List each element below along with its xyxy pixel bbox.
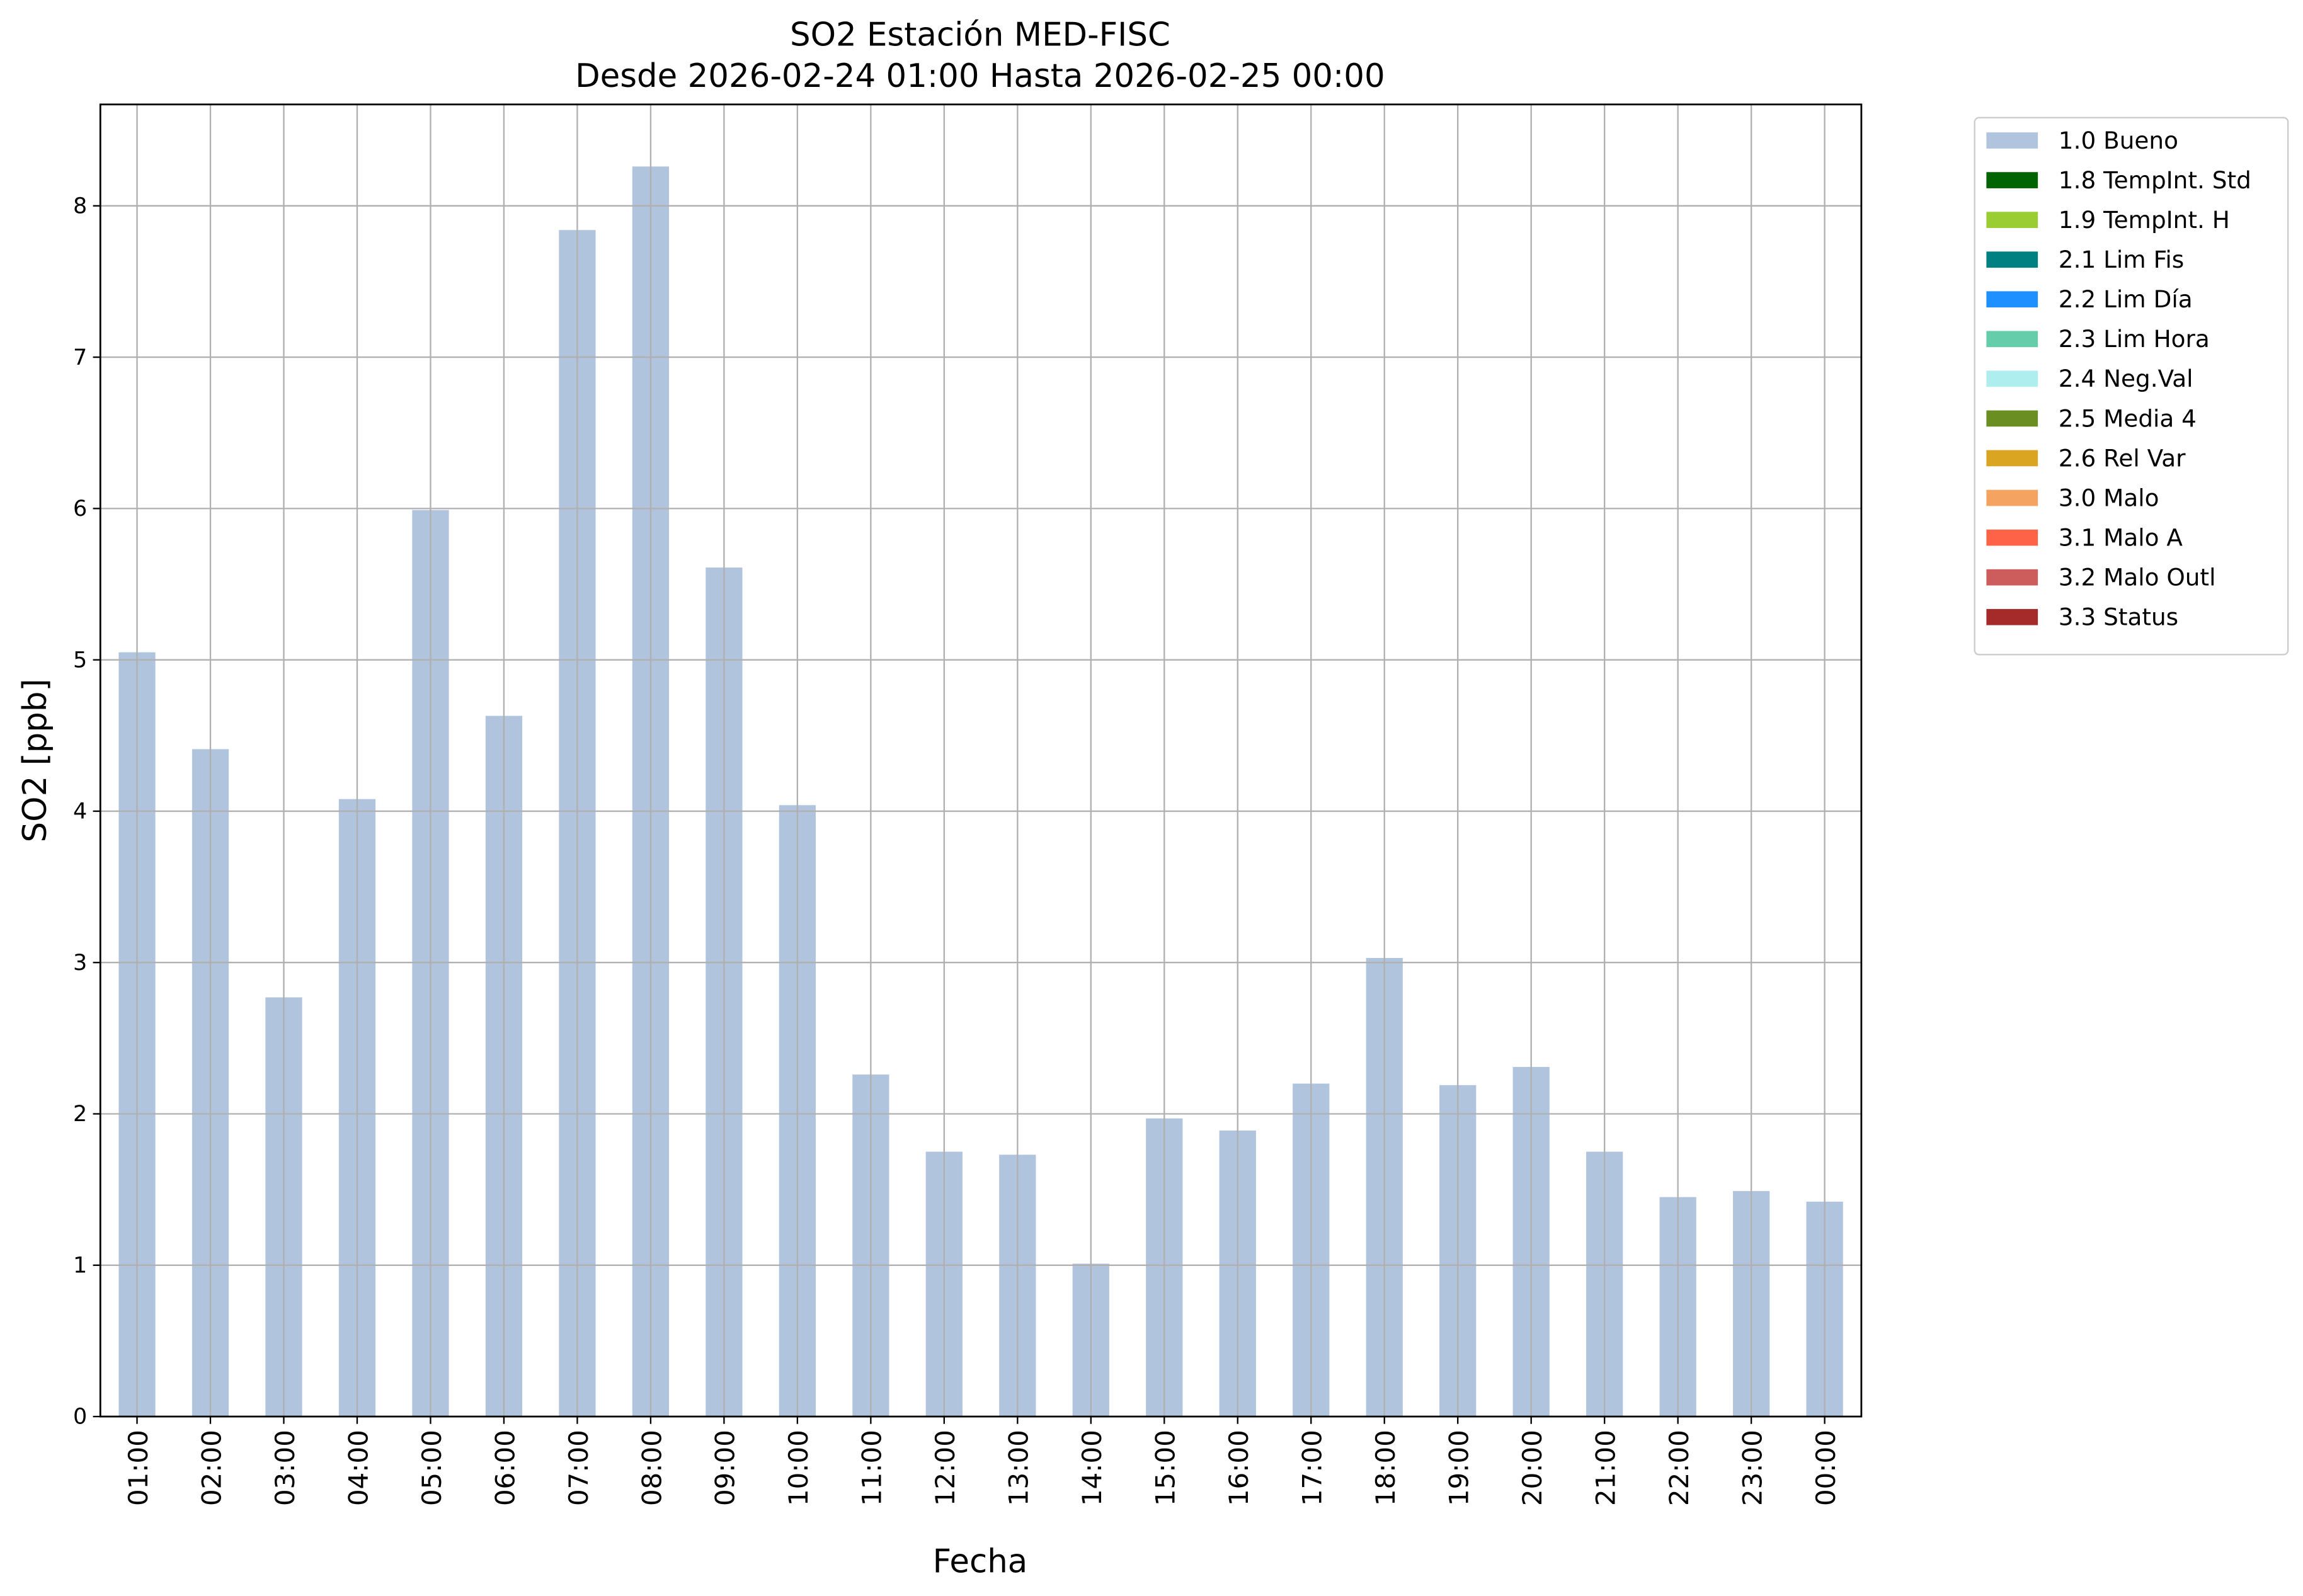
x-tick-label: 20:00 — [1517, 1430, 1548, 1506]
legend-swatch — [1986, 331, 2038, 348]
x-tick-label: 00:00 — [1810, 1430, 1841, 1506]
legend-label: 3.3 Status — [2059, 603, 2178, 631]
legend-swatch — [1986, 450, 2038, 467]
legend-swatch — [1986, 132, 2038, 149]
x-tick-label: 22:00 — [1664, 1430, 1694, 1506]
x-tick-label: 17:00 — [1297, 1430, 1328, 1506]
y-axis-label: SO2 [ppb] — [16, 678, 54, 842]
legend-swatch — [1986, 291, 2038, 308]
legend-label: 3.1 Malo A — [2059, 523, 2183, 551]
legend-label: 1.9 TempInt. H — [2059, 206, 2230, 234]
legend-swatch — [1986, 251, 2038, 268]
y-tick-label: 0 — [73, 1404, 87, 1430]
x-tick-label: 23:00 — [1737, 1430, 1768, 1506]
plot-frame — [99, 103, 1863, 1418]
y-tick-label: 1 — [73, 1252, 87, 1278]
legend-label: 3.0 Malo — [2059, 484, 2159, 511]
x-tick-label: 05:00 — [416, 1430, 447, 1506]
y-tick-label: 7 — [73, 345, 87, 370]
legend-label: 2.3 Lim Hora — [2059, 325, 2210, 353]
x-tick-label: 19:00 — [1444, 1430, 1475, 1506]
x-tick-label: 04:00 — [343, 1430, 374, 1506]
legend-box — [1974, 117, 2289, 656]
y-tick-label: 5 — [73, 647, 87, 673]
y-tick-label: 4 — [73, 799, 87, 824]
x-tick-label: 10:00 — [783, 1430, 814, 1506]
legend-swatch — [1986, 569, 2038, 586]
x-tick-label: 12:00 — [930, 1430, 961, 1506]
legend-swatch — [1986, 370, 2038, 387]
x-tick-label: 13:00 — [1003, 1430, 1034, 1506]
legend-label: 2.1 Lim Fis — [2059, 246, 2184, 273]
x-tick-label: 06:00 — [489, 1430, 520, 1506]
x-tick-label: 01:00 — [123, 1430, 154, 1506]
legend-label: 1.8 TempInt. Std — [2059, 166, 2251, 194]
legend-swatch — [1986, 489, 2038, 506]
chart-subtitle: Desde 2026-02-24 01:00 Hasta 2026-02-25 … — [575, 57, 1385, 95]
x-tick-label: 03:00 — [270, 1430, 300, 1506]
legend-swatch — [1986, 212, 2038, 228]
legend-swatch — [1986, 608, 2038, 625]
x-tick-label: 07:00 — [563, 1430, 594, 1506]
chart-title: SO2 Estación MED-FISC — [790, 16, 1170, 54]
x-tick-label: 08:00 — [636, 1430, 667, 1506]
x-tick-label: 11:00 — [857, 1430, 888, 1506]
legend-label: 2.6 Rel Var — [2059, 444, 2186, 472]
x-tick-label: 18:00 — [1370, 1430, 1401, 1506]
x-tick-label: 21:00 — [1591, 1430, 1621, 1506]
x-tick-label: 09:00 — [710, 1430, 741, 1506]
legend-swatch — [1986, 529, 2038, 546]
y-tick-label: 3 — [73, 950, 87, 976]
x-tick-label: 16:00 — [1223, 1430, 1254, 1506]
x-axis-label: Fecha — [933, 1543, 1028, 1581]
y-tick-label: 2 — [73, 1101, 87, 1127]
y-tick-label: 8 — [73, 193, 87, 219]
legend-swatch — [1986, 410, 2038, 427]
legend-label: 1.0 Bueno — [2059, 127, 2178, 154]
legend-swatch — [1986, 172, 2038, 188]
x-tick-label: 15:00 — [1150, 1430, 1181, 1506]
legend-label: 3.2 Malo Outl — [2059, 564, 2216, 591]
legend-label: 2.4 Neg.Val — [2059, 365, 2193, 392]
y-tick-label: 6 — [73, 496, 87, 522]
legend-label: 2.5 Media 4 — [2059, 404, 2197, 432]
x-tick-label: 02:00 — [196, 1430, 227, 1506]
x-tick-label: 14:00 — [1077, 1430, 1107, 1506]
legend-label: 2.2 Lim Día — [2059, 285, 2193, 313]
